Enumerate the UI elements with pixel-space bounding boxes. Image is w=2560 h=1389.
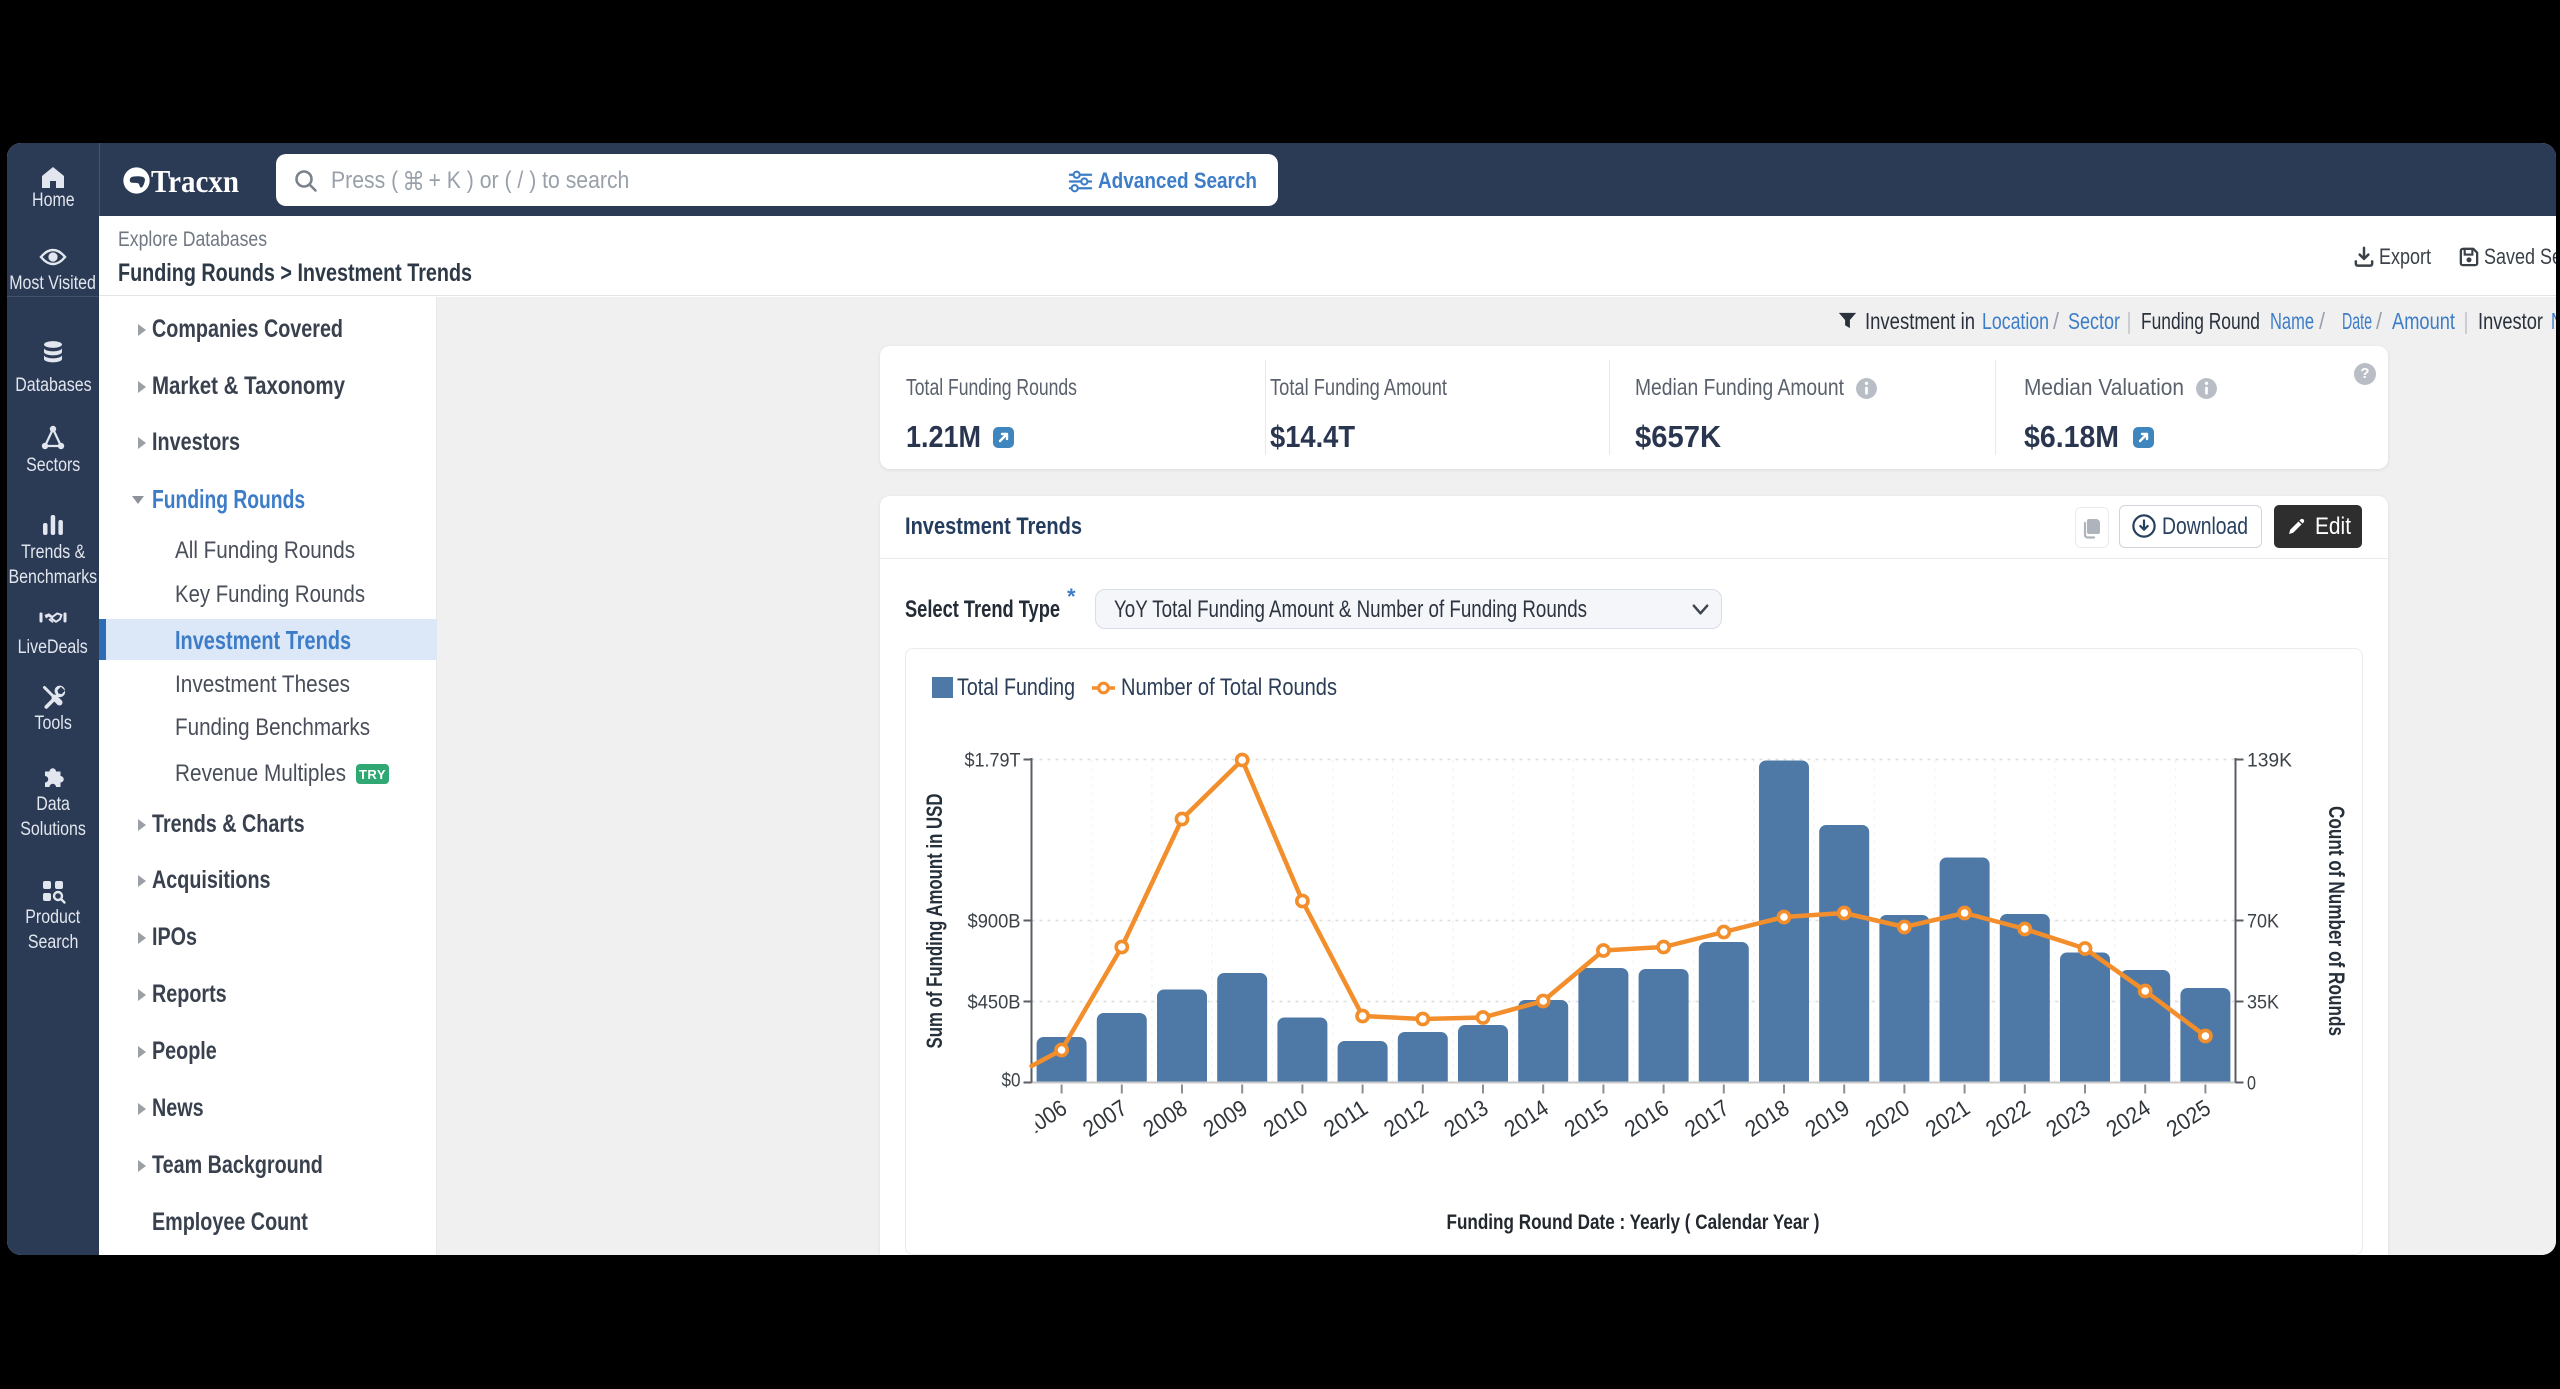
svg-text:2019: 2019: [1800, 1094, 1854, 1141]
svg-text:Number of Total Rounds: Number of Total Rounds: [1121, 674, 1337, 701]
svg-text:2021: 2021: [1921, 1094, 1975, 1141]
svg-text:$1.79T: $1.79T: [965, 751, 1021, 772]
svg-text:2018: 2018: [1740, 1094, 1794, 1141]
svg-text:2014: 2014: [1499, 1094, 1553, 1142]
svg-text:2010: 2010: [1259, 1094, 1313, 1141]
svg-text:Funding Round Date : Yearly (: Funding Round Date : Yearly ( Calendar Y…: [1447, 1211, 1820, 1234]
svg-text:0: 0: [2247, 1074, 2256, 1095]
svg-text:2025: 2025: [2162, 1094, 2216, 1141]
svg-text:2023: 2023: [2041, 1094, 2095, 1141]
svg-text:2016: 2016: [1620, 1094, 1674, 1141]
svg-text:2020: 2020: [1861, 1094, 1915, 1141]
svg-text:139K: 139K: [2247, 751, 2292, 772]
svg-text:2017: 2017: [1680, 1094, 1734, 1141]
svg-text:2006: 2006: [1018, 1094, 1072, 1141]
svg-text:Sum of Funding Amount in USD: Sum of Funding Amount in USD: [922, 794, 947, 1049]
svg-text:2011: 2011: [1319, 1094, 1373, 1141]
svg-text:2009: 2009: [1198, 1094, 1252, 1141]
svg-text:$0: $0: [1002, 1071, 1021, 1092]
svg-text:2008: 2008: [1138, 1094, 1192, 1141]
svg-text:70K: 70K: [2247, 912, 2279, 933]
svg-text:Count of Number of Rounds: Count of Number of Rounds: [2324, 806, 2349, 1036]
svg-text:2024: 2024: [2101, 1094, 2155, 1142]
svg-text:2012: 2012: [1379, 1094, 1433, 1141]
svg-text:2013: 2013: [1439, 1094, 1493, 1141]
svg-text:$450B: $450B: [968, 993, 1021, 1014]
svg-text:2015: 2015: [1560, 1094, 1614, 1141]
svg-text:35K: 35K: [2247, 993, 2279, 1014]
svg-text:$900B: $900B: [968, 912, 1021, 933]
svg-text:2022: 2022: [1981, 1094, 2035, 1141]
svg-text:Total Funding: Total Funding: [957, 674, 1075, 701]
svg-text:2007: 2007: [1078, 1094, 1132, 1141]
